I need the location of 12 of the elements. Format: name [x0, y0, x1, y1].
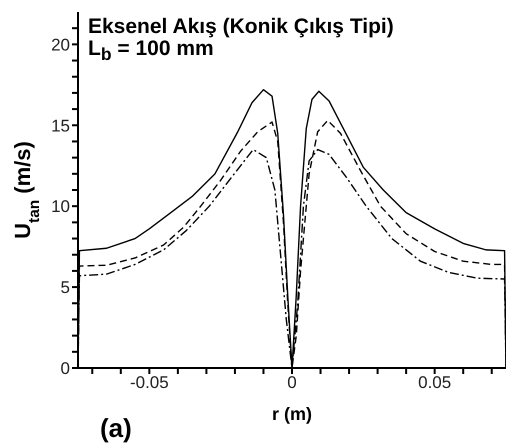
- text: (a): [100, 413, 132, 444]
- y-tick-label: 15: [51, 116, 70, 136]
- x-tick-label: -0.05: [130, 373, 169, 392]
- y-tick-label: 20: [51, 35, 70, 54]
- text: L$_{b}$ = 100 mm: [88, 37, 214, 66]
- x-tick-label: 0: [287, 373, 297, 392]
- y-tick-label: 0: [60, 359, 70, 378]
- x-tick-label: 0.05: [418, 373, 452, 392]
- x-axis-title: r (m): [272, 404, 312, 424]
- chart-title: Eksenel Akış (Konik Çıkış Tipi): [88, 15, 394, 38]
- y-tick-label: 5: [60, 278, 70, 298]
- y-tick-label: 10: [51, 197, 70, 216]
